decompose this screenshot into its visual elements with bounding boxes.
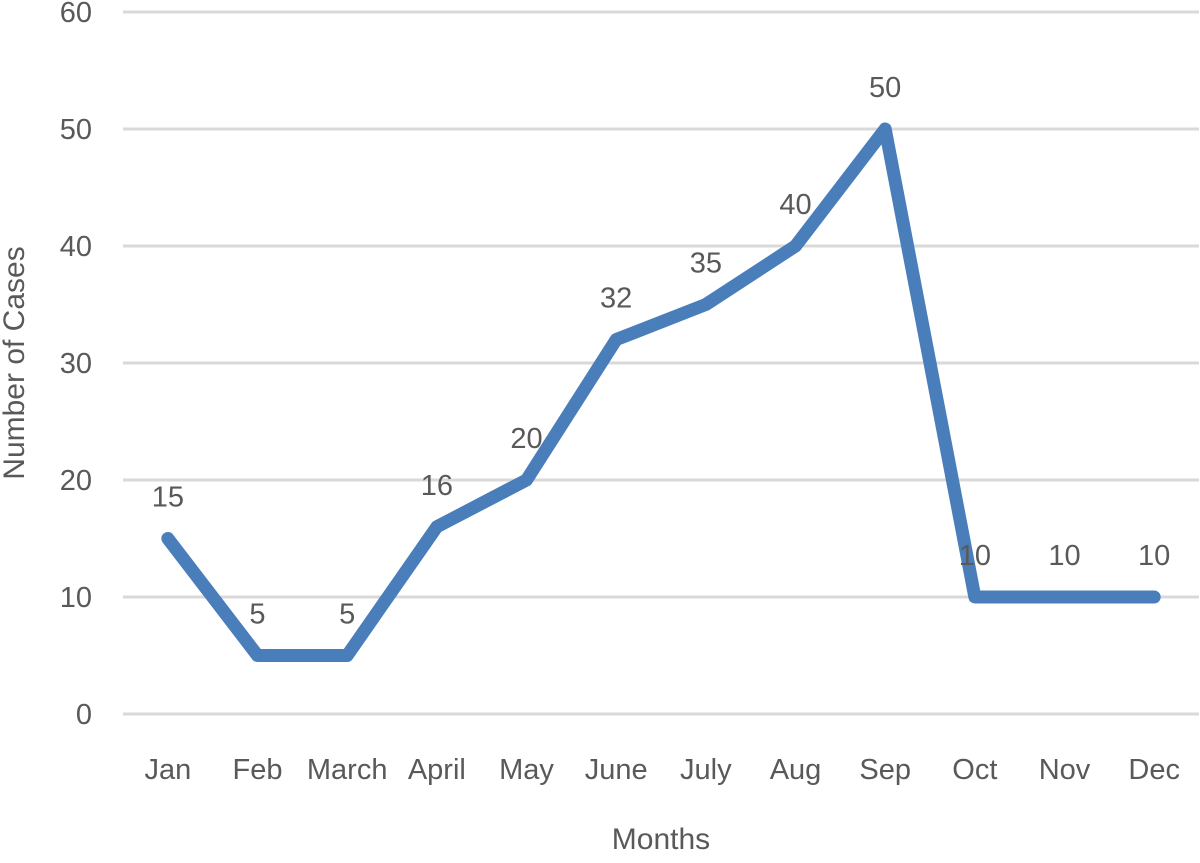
- data-point-label: 20: [510, 423, 542, 455]
- x-tick-label: July: [680, 754, 732, 786]
- x-tick-label: Sep: [859, 754, 911, 786]
- y-tick-label: 20: [60, 465, 92, 497]
- y-tick-label: 50: [60, 114, 92, 146]
- data-point-label: 32: [600, 283, 632, 315]
- x-tick-label: Nov: [1039, 754, 1091, 786]
- y-axis-title: Number of Cases: [0, 246, 31, 479]
- data-point-label: 10: [1138, 540, 1170, 572]
- y-tick-label: 60: [60, 0, 92, 29]
- data-labels-group: 15 5 5 16 20 32 35 40 50 10 10 10: [152, 72, 1171, 631]
- x-tick-label: April: [408, 754, 466, 786]
- x-tick-label: Oct: [952, 754, 997, 786]
- y-tick-label: 10: [60, 582, 92, 614]
- y-axis-tick-labels: 0 10 20 30 40 50 60: [60, 0, 92, 731]
- y-tick-label: 40: [60, 231, 92, 263]
- data-point-label: 35: [690, 248, 722, 280]
- data-point-label: 10: [1048, 540, 1080, 572]
- x-tick-label: June: [585, 754, 648, 786]
- data-point-label: 15: [152, 482, 184, 514]
- x-tick-label: Aug: [770, 754, 822, 786]
- data-point-label: 40: [779, 189, 811, 221]
- x-tick-label: Jan: [144, 754, 191, 786]
- data-point-label: 16: [421, 470, 453, 502]
- data-point-label: 50: [869, 72, 901, 104]
- x-tick-label: Dec: [1128, 754, 1180, 786]
- x-tick-label: March: [307, 754, 388, 786]
- data-point-label: 5: [249, 599, 265, 631]
- y-tick-label: 0: [76, 699, 92, 731]
- gridlines-group: [123, 10, 1199, 716]
- x-tick-label: Feb: [233, 754, 283, 786]
- data-point-label: 10: [959, 540, 991, 572]
- y-tick-label: 30: [60, 348, 92, 380]
- x-axis-tick-labels: Jan Feb March April May June July Aug Sep Oct Nov D…: [144, 754, 1180, 786]
- x-tick-label: May: [499, 754, 554, 786]
- x-axis-title: Months: [612, 823, 710, 856]
- data-point-label: 5: [339, 599, 355, 631]
- data-line-series: [161, 122, 1161, 662]
